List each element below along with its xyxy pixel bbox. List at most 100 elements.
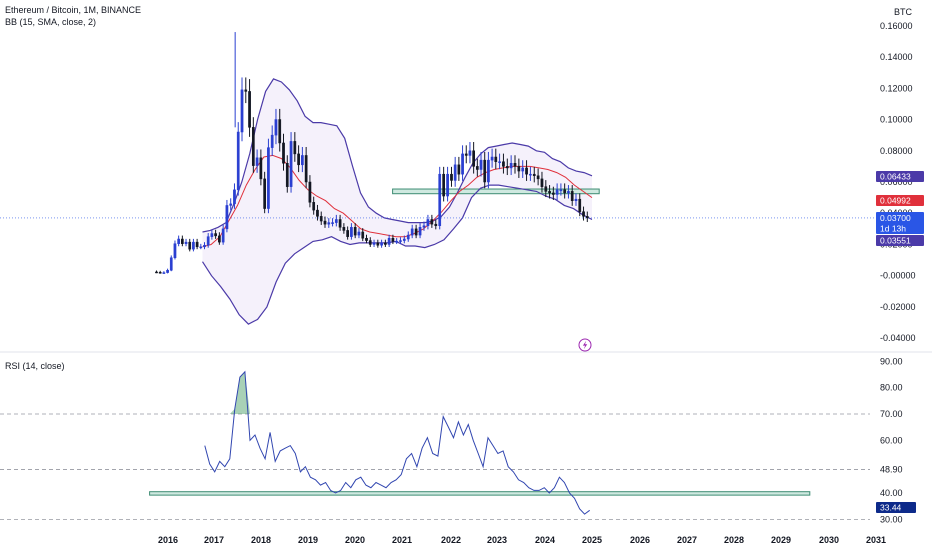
candle[interactable] bbox=[255, 149, 259, 173]
candle[interactable] bbox=[380, 239, 383, 248]
candle[interactable] bbox=[548, 185, 551, 199]
candle[interactable] bbox=[166, 268, 169, 274]
candle[interactable] bbox=[270, 125, 274, 156]
candle[interactable] bbox=[346, 226, 349, 240]
candle[interactable] bbox=[582, 206, 585, 221]
candle[interactable] bbox=[240, 77, 244, 142]
support-zone[interactable] bbox=[392, 188, 600, 195]
candle[interactable] bbox=[461, 145, 464, 181]
candle[interactable] bbox=[479, 151, 483, 177]
candle[interactable] bbox=[162, 271, 166, 274]
rsi-zone[interactable] bbox=[149, 491, 811, 496]
candle[interactable] bbox=[229, 198, 233, 211]
candle[interactable] bbox=[446, 166, 449, 202]
candle[interactable] bbox=[475, 158, 479, 177]
candle[interactable] bbox=[544, 180, 548, 198]
candle[interactable] bbox=[540, 171, 544, 193]
candle[interactable] bbox=[177, 235, 181, 247]
candle[interactable] bbox=[338, 214, 342, 231]
rsi-line[interactable] bbox=[204, 370, 590, 515]
bb-upper-line[interactable] bbox=[202, 78, 593, 233]
candle[interactable] bbox=[384, 239, 387, 247]
candle[interactable] bbox=[180, 235, 184, 247]
rsi-legend[interactable]: RSI (14, close) bbox=[5, 360, 69, 372]
candle[interactable] bbox=[301, 146, 304, 173]
candle[interactable] bbox=[559, 183, 563, 196]
candle[interactable] bbox=[173, 240, 177, 260]
candle[interactable] bbox=[312, 196, 316, 215]
candle[interactable] bbox=[158, 270, 162, 274]
candle[interactable] bbox=[585, 211, 589, 223]
candle[interactable] bbox=[221, 224, 225, 245]
candle[interactable] bbox=[308, 175, 312, 208]
candle[interactable] bbox=[297, 145, 300, 173]
candle[interactable] bbox=[274, 108, 278, 145]
candle[interactable] bbox=[331, 218, 334, 227]
candle[interactable] bbox=[361, 228, 365, 242]
candle[interactable] bbox=[567, 185, 570, 199]
candle[interactable] bbox=[464, 145, 468, 164]
candle[interactable] bbox=[218, 232, 221, 245]
candle[interactable] bbox=[532, 166, 536, 183]
candle[interactable] bbox=[155, 270, 158, 274]
candle[interactable] bbox=[457, 156, 461, 181]
candle[interactable] bbox=[529, 166, 532, 181]
candle[interactable] bbox=[517, 158, 521, 178]
candle[interactable] bbox=[327, 218, 331, 228]
candle[interactable] bbox=[483, 151, 487, 189]
candle[interactable] bbox=[472, 142, 475, 174]
candle[interactable] bbox=[259, 149, 263, 186]
candle[interactable] bbox=[248, 79, 251, 137]
candle[interactable] bbox=[551, 186, 555, 200]
candle[interactable] bbox=[487, 151, 490, 189]
candle[interactable] bbox=[490, 148, 494, 168]
candle[interactable] bbox=[285, 155, 289, 193]
bb-legend[interactable]: BB (15, SMA, close, 2) bbox=[5, 16, 100, 28]
candle[interactable] bbox=[414, 224, 418, 239]
candle[interactable] bbox=[509, 155, 513, 176]
candle[interactable] bbox=[184, 238, 188, 247]
candle[interactable] bbox=[267, 138, 270, 214]
candle[interactable] bbox=[434, 219, 438, 230]
candle[interactable] bbox=[199, 243, 203, 250]
candle[interactable] bbox=[203, 242, 206, 250]
candle[interactable] bbox=[192, 238, 195, 252]
price-panel[interactable] bbox=[0, 32, 932, 353]
candle[interactable] bbox=[376, 239, 380, 248]
candle[interactable] bbox=[210, 229, 214, 240]
candle[interactable] bbox=[453, 156, 457, 187]
candle[interactable] bbox=[372, 239, 376, 247]
candle[interactable] bbox=[236, 122, 240, 196]
candle[interactable] bbox=[233, 183, 236, 209]
candle[interactable] bbox=[563, 183, 567, 199]
candle[interactable] bbox=[316, 204, 319, 221]
candle[interactable] bbox=[555, 183, 559, 200]
candle[interactable] bbox=[350, 223, 353, 240]
lightning-icon[interactable] bbox=[578, 338, 592, 352]
bb-indicator-label[interactable]: BB (15, SMA, close, 2) bbox=[5, 17, 97, 27]
candle[interactable] bbox=[188, 238, 192, 252]
candle[interactable] bbox=[525, 160, 528, 181]
candle[interactable] bbox=[505, 158, 509, 176]
candle[interactable] bbox=[578, 193, 582, 217]
candle[interactable] bbox=[293, 132, 297, 162]
candle[interactable] bbox=[494, 148, 498, 170]
candle[interactable] bbox=[289, 132, 293, 193]
time-axis[interactable]: 2016 2017 2018 2019 2020 2021 2022 2023 2024 2025… bbox=[158, 535, 886, 545]
candle[interactable] bbox=[263, 171, 267, 214]
candle[interactable] bbox=[391, 234, 395, 245]
candle[interactable] bbox=[365, 234, 368, 244]
candle[interactable] bbox=[399, 237, 402, 245]
candle[interactable] bbox=[426, 214, 430, 230]
candle[interactable] bbox=[323, 216, 327, 228]
candle[interactable] bbox=[521, 160, 525, 178]
candle[interactable] bbox=[442, 166, 446, 202]
candle[interactable] bbox=[334, 214, 338, 227]
candle[interactable] bbox=[438, 166, 442, 230]
candle[interactable] bbox=[418, 223, 422, 239]
candle[interactable] bbox=[536, 168, 540, 186]
candle[interactable] bbox=[278, 108, 282, 152]
candle[interactable] bbox=[430, 214, 434, 228]
candle[interactable] bbox=[450, 166, 453, 187]
